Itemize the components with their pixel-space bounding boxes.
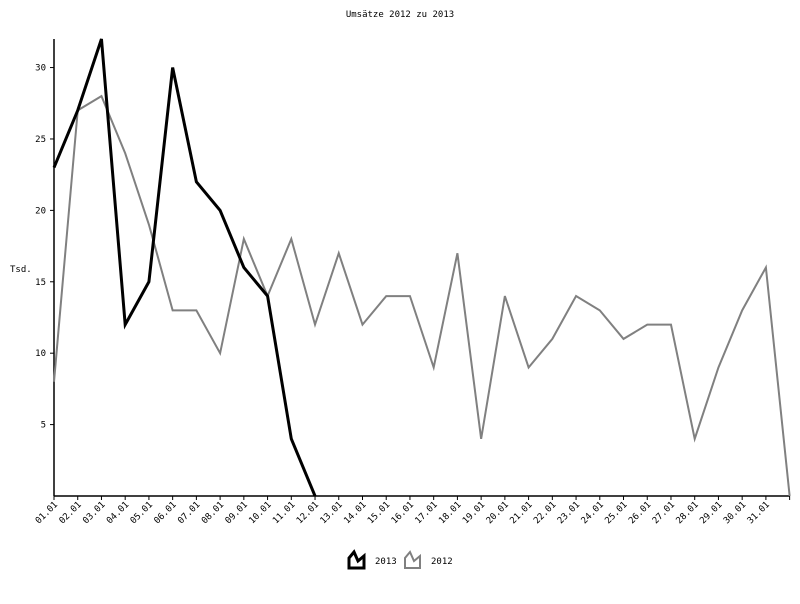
y-axis-label: Tsd.	[10, 265, 32, 275]
x-tick-label: 13.01	[319, 500, 345, 526]
x-tick-label: 20.01	[485, 500, 511, 526]
y-tick-label: 10	[35, 349, 46, 359]
x-tick-label: 23.01	[556, 500, 582, 526]
x-tick-label: 10.01	[247, 500, 273, 526]
x-tick-label: 14.01	[342, 500, 368, 526]
legend-icon-2012	[404, 550, 421, 569]
x-tick-label: 25.01	[603, 500, 629, 526]
x-tick-label: 28.01	[675, 500, 701, 526]
x-tick-label: 26.01	[627, 500, 653, 526]
x-tick-label: 02.01	[58, 500, 84, 526]
x-tick-label: 15.01	[366, 500, 392, 526]
x-tick-label: 01.01	[34, 500, 60, 526]
x-tick-label: 31.01	[746, 500, 772, 526]
x-tick-label: 30.01	[722, 500, 748, 526]
chart-title: Umsätze 2012 zu 2013	[346, 10, 454, 20]
legend-icon-2013	[347, 549, 366, 570]
x-tick-label: 06.01	[153, 500, 179, 526]
x-tick-label: 03.01	[81, 500, 107, 526]
y-tick-label: 25	[35, 135, 46, 145]
x-tick-label: 18.01	[437, 500, 463, 526]
x-tick-label: 29.01	[698, 500, 724, 526]
x-tick-label: 04.01	[105, 500, 131, 526]
x-tick-label: 21.01	[508, 500, 534, 526]
y-tick-label: 15	[35, 278, 46, 288]
x-tick-label: 24.01	[580, 500, 606, 526]
x-tick-label: 19.01	[461, 500, 487, 526]
y-tick-label: 30	[35, 64, 46, 74]
x-tick-label: 09.01	[224, 500, 250, 526]
x-tick-label: 16.01	[390, 500, 416, 526]
series-line-2013	[52, 38, 317, 497]
x-tick-label: 11.01	[271, 500, 297, 526]
x-tick-label: 12.01	[295, 500, 321, 526]
x-tick-label: 07.01	[176, 500, 202, 526]
legend: 2013 2012	[347, 549, 453, 570]
x-tick-label: 17.01	[414, 500, 440, 526]
x-tick-label: 05.01	[129, 500, 155, 526]
x-tick-label: 27.01	[651, 500, 677, 526]
legend-label-2012: 2012	[431, 557, 453, 567]
y-tick-label: 20	[35, 206, 46, 216]
x-tick-label: 08.01	[200, 500, 226, 526]
legend-label-2013: 2013	[375, 557, 397, 567]
x-tick-label: 22.01	[532, 500, 558, 526]
y-tick-label: 5	[41, 421, 46, 431]
series-line-2012	[53, 94, 791, 497]
